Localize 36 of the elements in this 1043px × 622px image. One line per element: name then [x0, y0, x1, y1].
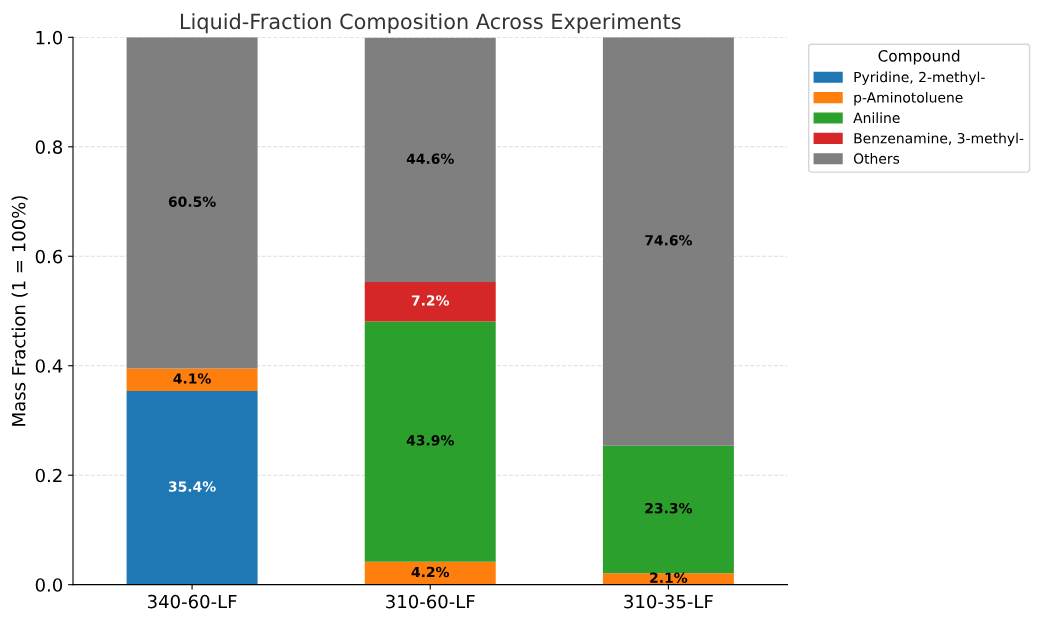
bar — [364, 561, 496, 585]
x-tick-label: 340-60-LF — [148, 594, 237, 609]
x-tick-label: 310-60-LF — [386, 594, 475, 609]
y-tick-label: 1.0 — [36, 30, 63, 45]
y-tick-label: 0.2 — [35, 468, 62, 483]
data-label: 23.3% — [645, 502, 693, 514]
y-tick-label: 0.4 — [35, 359, 63, 373]
x-tick-label: 310-35-LF — [624, 594, 713, 609]
bar — [126, 368, 258, 391]
legend-label: Benzenamine, 3-methyl- — [854, 132, 1024, 147]
data-label: 74.6% — [645, 235, 693, 246]
data-label: 4.2% — [411, 566, 450, 578]
data-label: 43.9% — [406, 435, 454, 446]
chart-title: Liquid-Fraction Composition Across Experiments — [180, 13, 681, 34]
bar — [364, 281, 496, 322]
bar — [364, 37, 496, 282]
y-tick-label: 0.6 — [35, 249, 63, 264]
data-label: 44.6% — [406, 153, 454, 164]
legend-label: Others — [853, 153, 900, 164]
legend-label: Aniline — [853, 112, 900, 124]
legend-label: p-Aminotoluene — [854, 91, 963, 106]
data-label: 35.4% — [168, 481, 216, 492]
data-label: 4.1% — [173, 373, 211, 384]
legend-label: Pyridine, 2-methyl- — [854, 71, 985, 85]
data-label: 60.5% — [168, 196, 216, 207]
bar — [126, 37, 258, 369]
y-axis-title: Mass Fraction (1 = 100%) — [11, 196, 28, 426]
data-label: 2.1% — [650, 572, 688, 583]
y-tick-label: 0.8 — [35, 140, 63, 154]
bar — [602, 37, 734, 446]
legend-title: Compound — [878, 49, 960, 65]
y-tick-label: 0.0 — [35, 578, 63, 592]
bar — [364, 321, 496, 562]
data-label: 7.2% — [411, 295, 450, 306]
bar — [126, 390, 258, 585]
bar — [602, 445, 734, 574]
